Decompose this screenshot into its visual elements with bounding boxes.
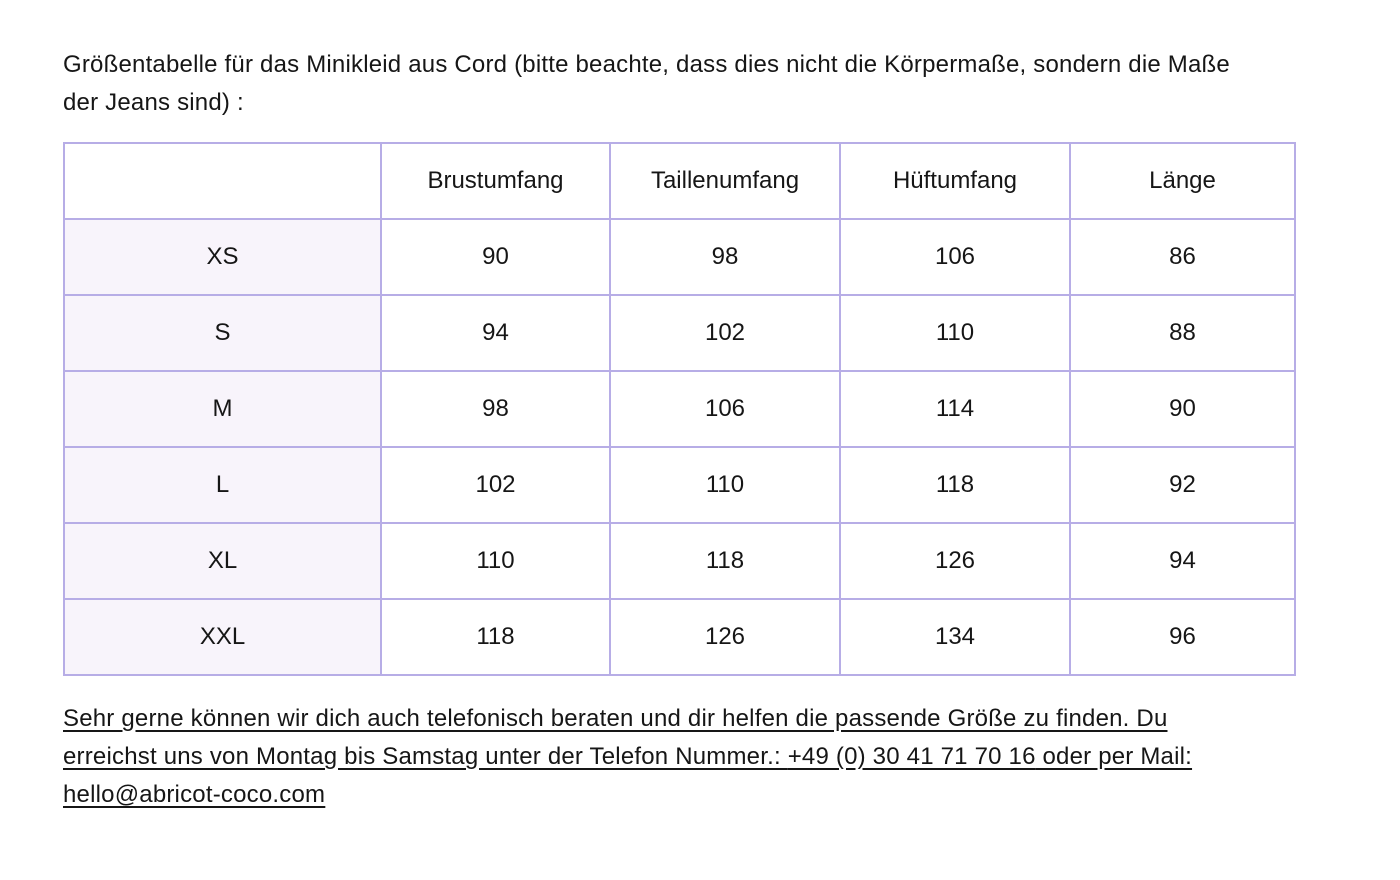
phone-number: +49 (0) 30 41 71 70 16 bbox=[787, 743, 1036, 770]
value-cell: 118 bbox=[609, 522, 841, 600]
value-cell: 88 bbox=[1069, 294, 1296, 372]
value-cell: 114 bbox=[839, 370, 1071, 448]
value-cell: 86 bbox=[1069, 218, 1296, 296]
value-cell: 110 bbox=[839, 294, 1071, 372]
value-cell: 96 bbox=[1069, 598, 1296, 676]
intro-text: Größentabelle für das Minikleid aus Cord… bbox=[63, 51, 1230, 116]
value-cell: 110 bbox=[380, 522, 611, 600]
contact-text: Sehr gerne können wir dich auch telefoni… bbox=[63, 700, 1233, 814]
value-cell: 118 bbox=[380, 598, 611, 676]
value-cell: 102 bbox=[609, 294, 841, 372]
table-header-row: Brustumfang Taillenumfang Hüftumfang Län… bbox=[63, 142, 1296, 220]
table-row-xl: XL 110 118 126 94 bbox=[63, 522, 1296, 600]
size-label: XXL bbox=[63, 598, 382, 676]
value-cell: 118 bbox=[839, 446, 1071, 524]
value-cell: 126 bbox=[609, 598, 841, 676]
column-header-size bbox=[63, 142, 382, 220]
contact-text-mail: oder per Mail: bbox=[1035, 743, 1193, 770]
value-cell: 92 bbox=[1069, 446, 1296, 524]
size-label: XS bbox=[63, 218, 382, 296]
table-row-m: M 98 106 114 90 bbox=[63, 370, 1296, 448]
value-cell: 126 bbox=[839, 522, 1071, 600]
table-row-xxl: XXL 118 126 134 96 bbox=[63, 598, 1296, 676]
size-table: Brustumfang Taillenumfang Hüftumfang Län… bbox=[63, 142, 1296, 676]
table-row-xs: XS 90 98 106 86 bbox=[63, 218, 1296, 296]
value-cell: 98 bbox=[609, 218, 841, 296]
value-cell: 106 bbox=[609, 370, 841, 448]
column-header-bust: Brustumfang bbox=[380, 142, 611, 220]
value-cell: 90 bbox=[1069, 370, 1296, 448]
value-cell: 102 bbox=[380, 446, 611, 524]
value-cell: 90 bbox=[380, 218, 611, 296]
value-cell: 134 bbox=[839, 598, 1071, 676]
column-header-length: Länge bbox=[1069, 142, 1296, 220]
value-cell: 94 bbox=[1069, 522, 1296, 600]
column-header-waist: Taillenumfang bbox=[609, 142, 841, 220]
size-label: L bbox=[63, 446, 382, 524]
value-cell: 94 bbox=[380, 294, 611, 372]
contact-text-intro: Sehr gerne können wir dich auch telefoni… bbox=[63, 705, 1168, 770]
value-cell: 106 bbox=[839, 218, 1071, 296]
size-label: S bbox=[63, 294, 382, 372]
size-label: XL bbox=[63, 522, 382, 600]
email-link[interactable]: hello@abricot-coco.com bbox=[63, 781, 326, 808]
size-label: M bbox=[63, 370, 382, 448]
value-cell: 98 bbox=[380, 370, 611, 448]
table-row-l: L 102 110 118 92 bbox=[63, 446, 1296, 524]
table-row-s: S 94 102 110 88 bbox=[63, 294, 1296, 372]
column-header-hip: Hüftumfang bbox=[839, 142, 1071, 220]
value-cell: 110 bbox=[609, 446, 841, 524]
